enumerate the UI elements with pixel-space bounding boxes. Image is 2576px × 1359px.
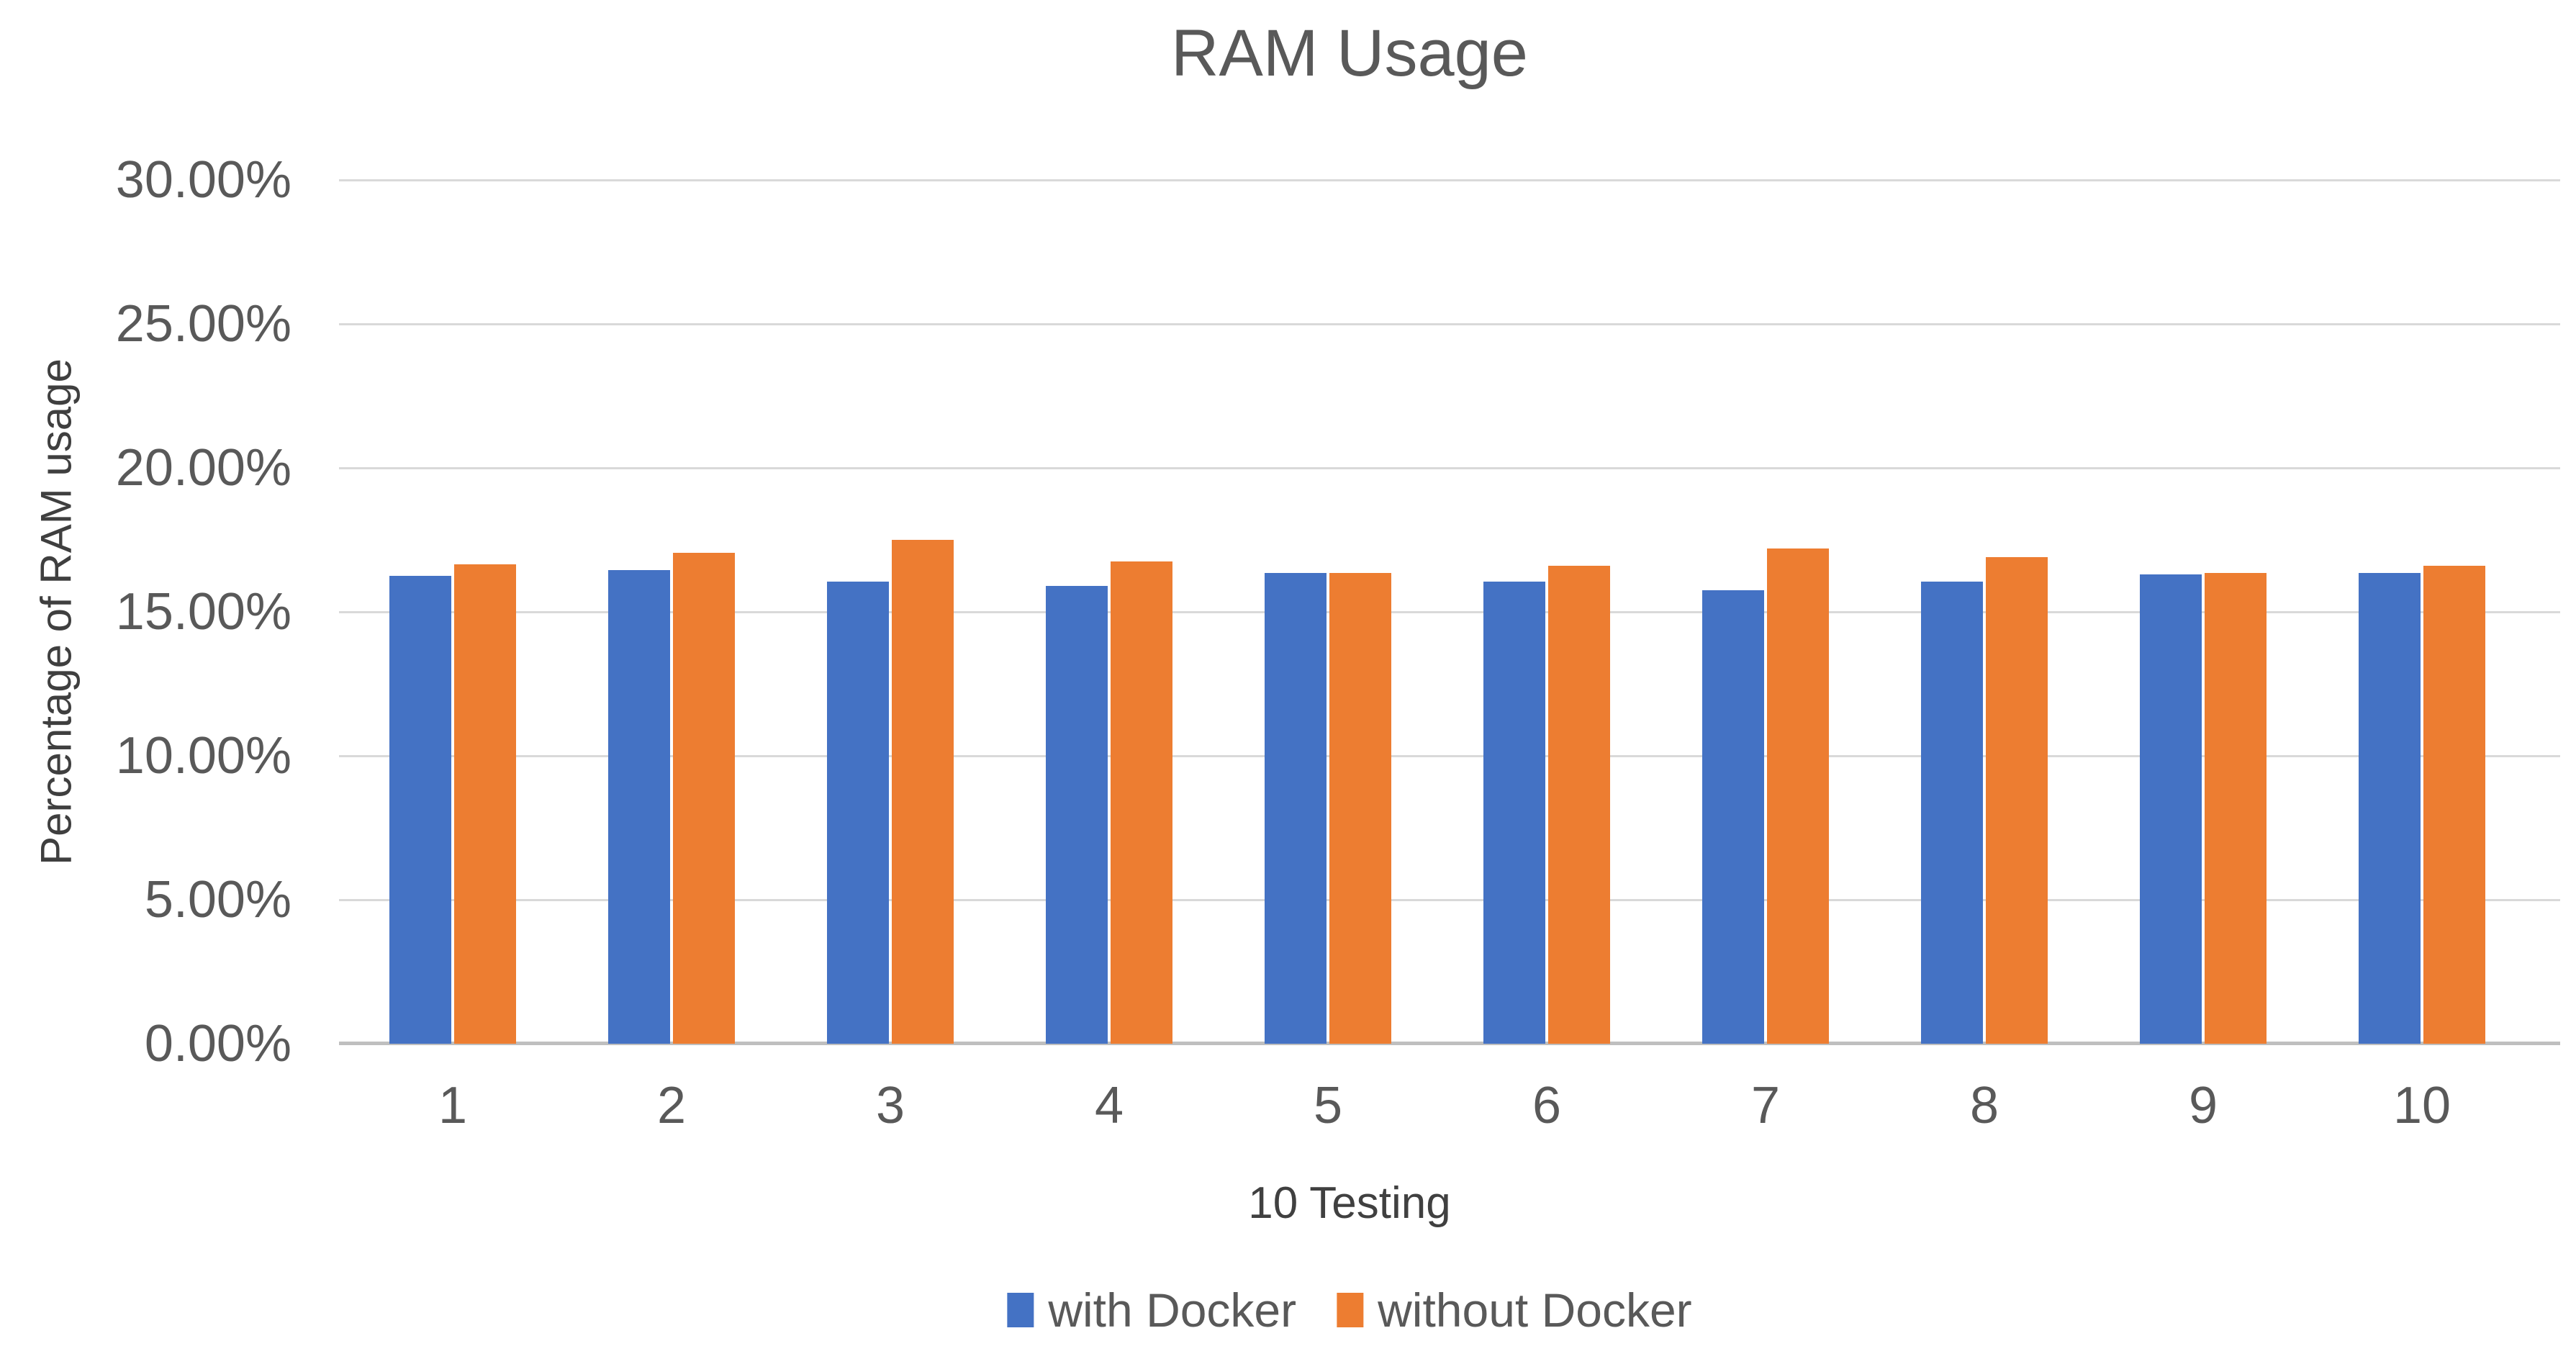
y-tick-label: 0.00% bbox=[144, 1015, 292, 1073]
x-category-label: 10 bbox=[2392, 1077, 2451, 1134]
bar-without-docker bbox=[892, 540, 954, 1044]
bar-with-docker bbox=[1046, 586, 1108, 1044]
x-axis-title: 10 Testing bbox=[1248, 1178, 1451, 1228]
x-category-label: 6 bbox=[1532, 1077, 1562, 1134]
bar-with-docker bbox=[1483, 582, 1545, 1044]
x-category-label: 8 bbox=[1969, 1077, 1999, 1134]
x-category-label: 1 bbox=[438, 1077, 468, 1134]
x-category-label: 5 bbox=[1313, 1077, 1343, 1134]
bar-with-docker bbox=[1265, 573, 1327, 1044]
bar-without-docker bbox=[1986, 557, 2048, 1044]
bar-without-docker bbox=[1548, 566, 1610, 1044]
x-axis-line bbox=[339, 1042, 2560, 1045]
bar-with-docker bbox=[1921, 582, 1983, 1044]
y-tick-label: 15.00% bbox=[115, 583, 292, 641]
x-category-label: 9 bbox=[2188, 1077, 2218, 1134]
legend-label: without Docker bbox=[1378, 1283, 1692, 1337]
legend: with Docker without Docker bbox=[1007, 1283, 1692, 1337]
y-tick-label: 20.00% bbox=[115, 439, 292, 497]
bar-without-docker bbox=[1767, 548, 1829, 1044]
x-category-label: 4 bbox=[1094, 1077, 1124, 1134]
legend-label: with Docker bbox=[1048, 1283, 1297, 1337]
bar-without-docker bbox=[1329, 573, 1391, 1044]
bar-without-docker bbox=[454, 564, 516, 1044]
legend-item: without Docker bbox=[1337, 1283, 1692, 1337]
x-category-label: 7 bbox=[1750, 1077, 1781, 1134]
bar-with-docker bbox=[827, 582, 889, 1044]
gridline bbox=[339, 323, 2560, 325]
gridline bbox=[339, 467, 2560, 469]
bar-with-docker bbox=[1702, 590, 1764, 1044]
x-category-label: 3 bbox=[875, 1077, 905, 1134]
gridline bbox=[339, 899, 2560, 901]
plot-area bbox=[339, 179, 2560, 1045]
chart-title: RAM Usage bbox=[1171, 17, 1528, 90]
bar-without-docker bbox=[2423, 566, 2485, 1044]
gridline bbox=[339, 755, 2560, 757]
x-category-label: 2 bbox=[656, 1077, 687, 1134]
bar-with-docker bbox=[2359, 573, 2421, 1044]
bar-without-docker bbox=[2205, 573, 2267, 1044]
y-tick-label: 5.00% bbox=[144, 871, 292, 929]
bar-without-docker bbox=[673, 553, 735, 1044]
legend-swatch-without-docker bbox=[1337, 1293, 1364, 1327]
gridline bbox=[339, 179, 2560, 181]
bar-with-docker bbox=[389, 576, 451, 1044]
bar-with-docker bbox=[608, 570, 670, 1044]
bar-with-docker bbox=[2140, 574, 2202, 1044]
y-tick-label: 30.00% bbox=[115, 151, 292, 209]
legend-item: with Docker bbox=[1007, 1283, 1296, 1337]
y-tick-label: 10.00% bbox=[115, 727, 292, 785]
legend-swatch-with-docker bbox=[1007, 1293, 1034, 1327]
y-tick-label: 25.00% bbox=[115, 295, 292, 353]
bar-without-docker bbox=[1111, 561, 1172, 1044]
gridline bbox=[339, 611, 2560, 613]
